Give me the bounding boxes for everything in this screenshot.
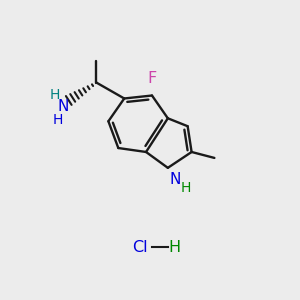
Text: F: F (147, 71, 157, 86)
Text: N: N (169, 172, 181, 187)
Text: H: H (50, 88, 60, 101)
Text: H: H (169, 240, 181, 255)
Text: N: N (57, 99, 68, 114)
Text: H: H (53, 113, 63, 127)
Text: H: H (181, 181, 191, 195)
Text: Cl: Cl (132, 240, 148, 255)
